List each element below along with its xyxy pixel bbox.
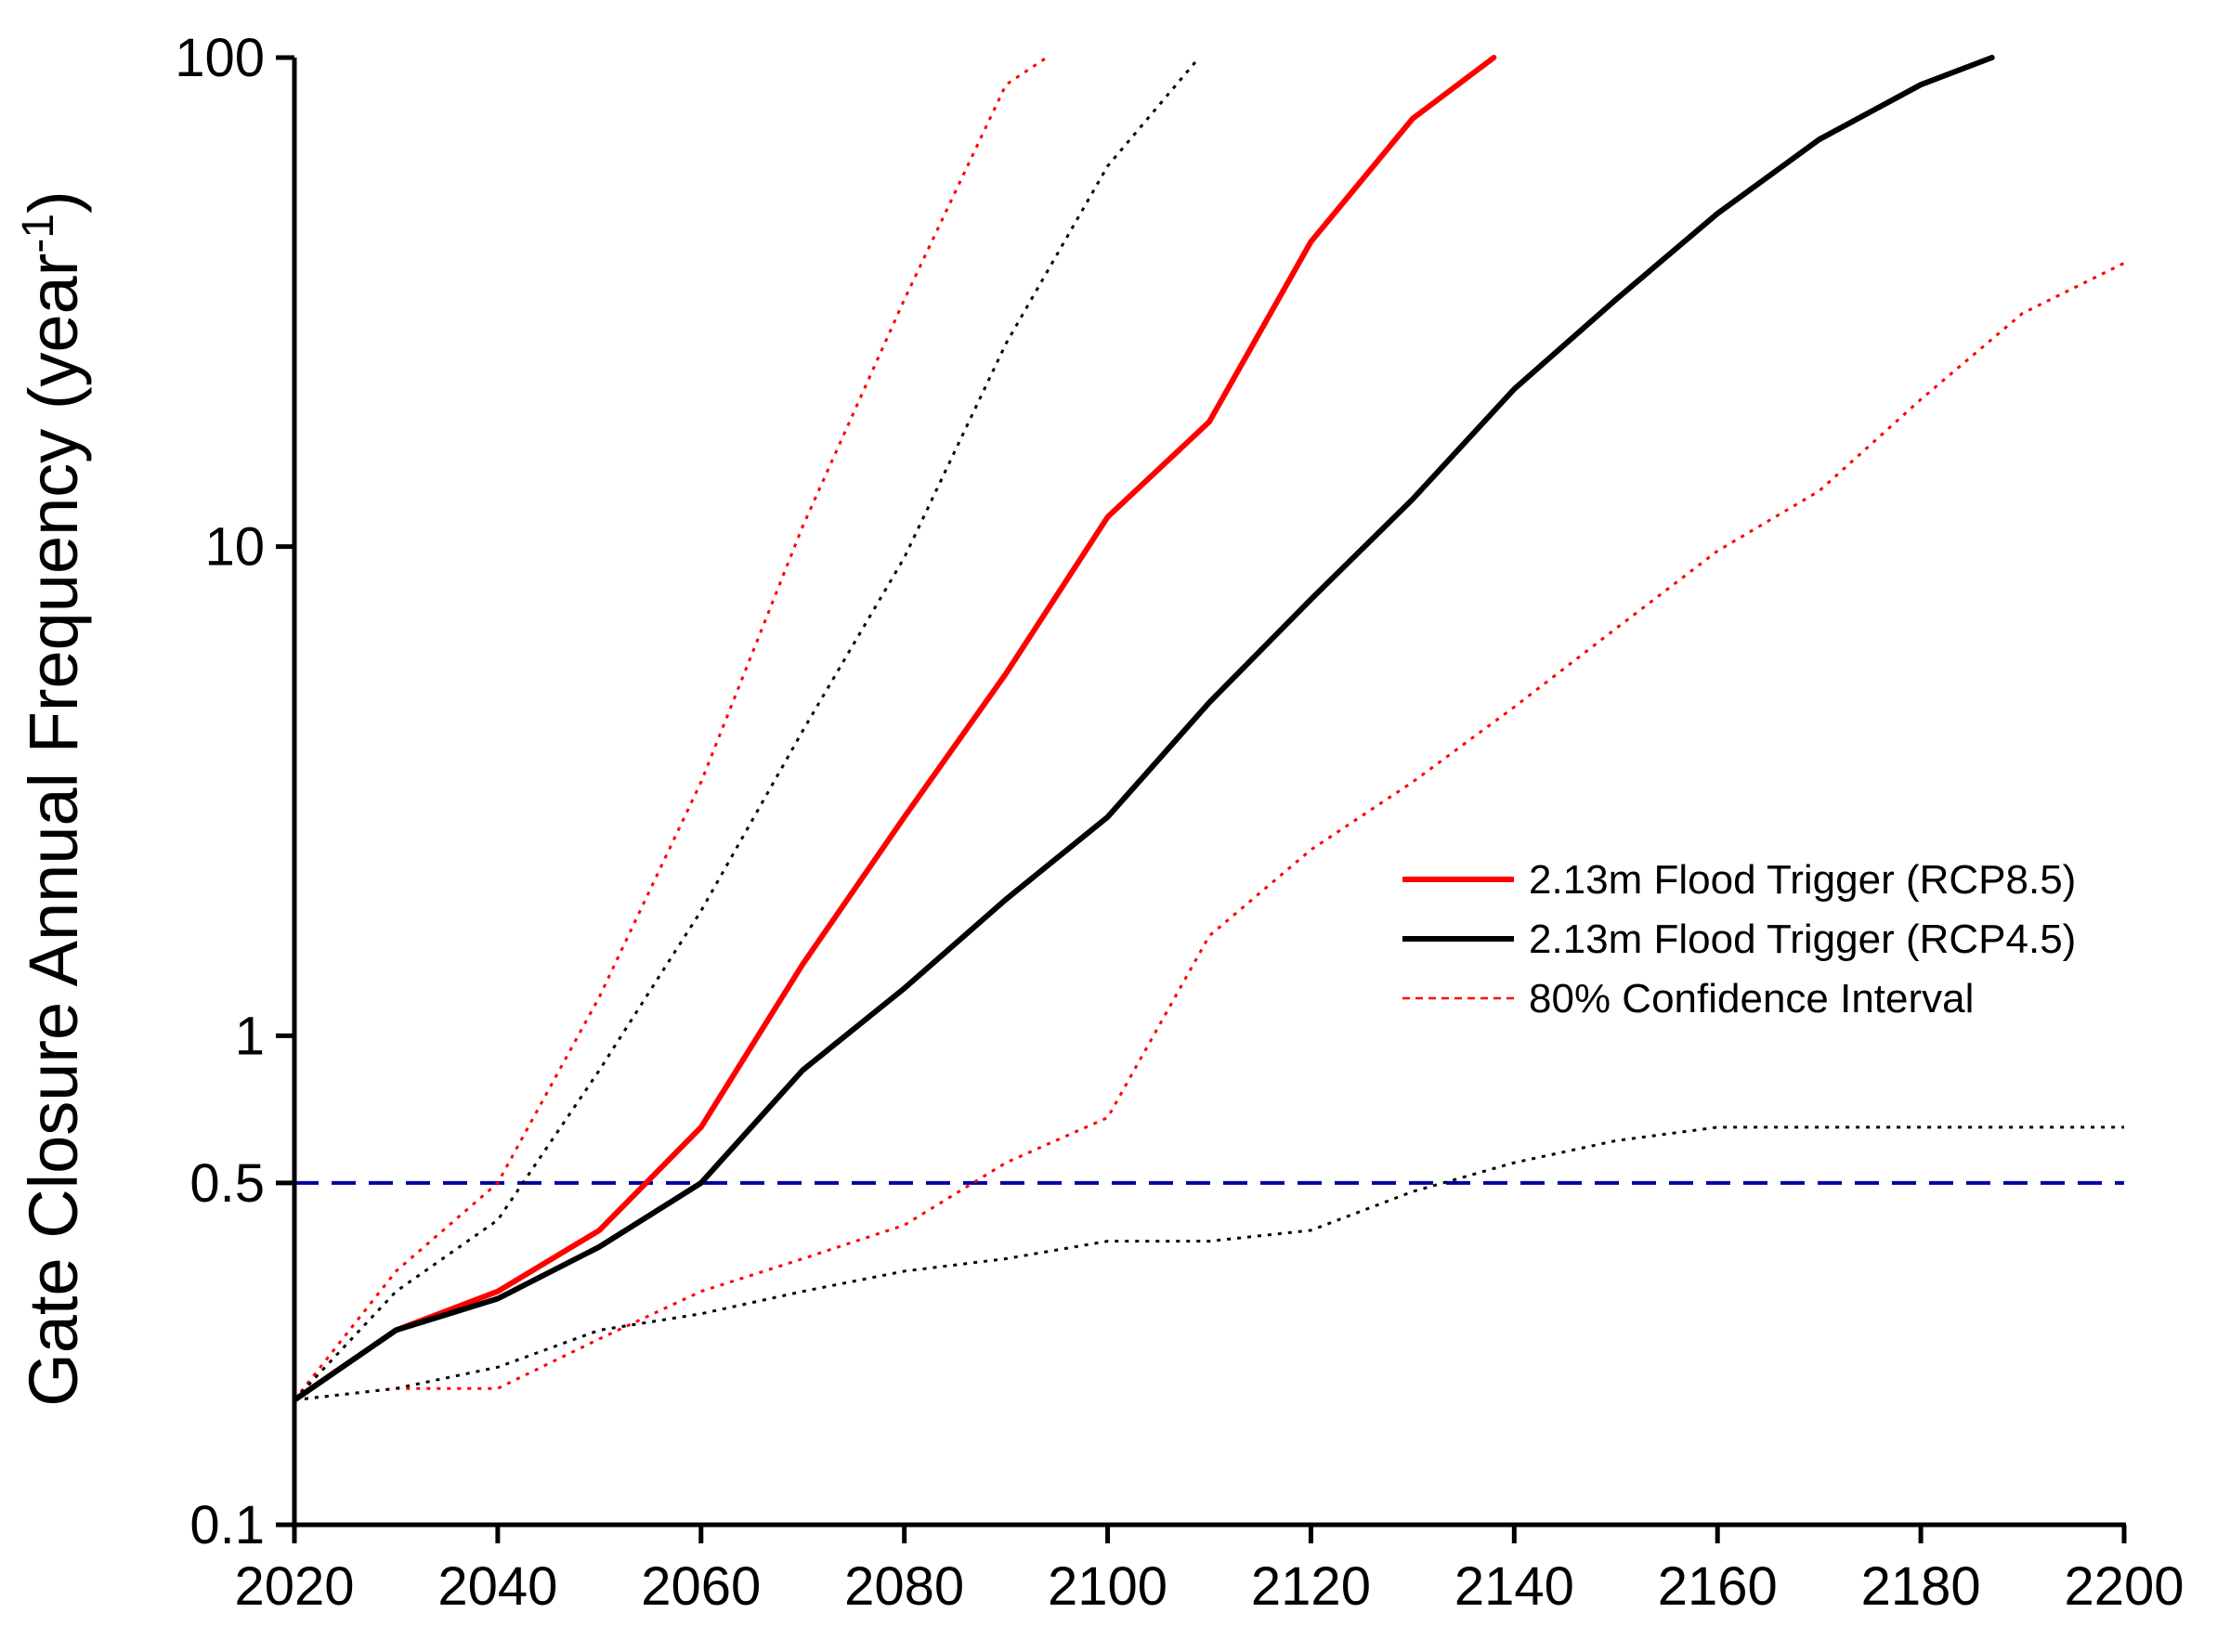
y-axis-title: Gate Closure Annual Frequency (year-1) (14, 190, 92, 1407)
x-tick-label-7: 2160 (1658, 1556, 1778, 1617)
x-tick-label-0: 2020 (234, 1556, 354, 1617)
x-tick-label-2: 2060 (641, 1556, 761, 1617)
series-line-1 (294, 55, 1995, 1403)
y-tick-label-1: 0.5 (189, 1153, 265, 1214)
x-tick-label-1: 2040 (437, 1556, 557, 1617)
legend-label-2: 80% Confidence Interval (1529, 976, 1974, 1021)
x-tick-label-3: 2080 (844, 1556, 964, 1617)
x-tick-label-5: 2120 (1251, 1556, 1371, 1617)
series-layer (294, 55, 2125, 1403)
series-line-5 (294, 1125, 2124, 1402)
series-line-4 (294, 57, 1201, 1401)
axes-layer: 2020 2040 2060 2080 2100 2120 2140 2160 2180 2200… (175, 28, 2184, 1617)
x-tick-label-9: 2200 (2064, 1556, 2184, 1617)
series-line-0 (294, 55, 1497, 1403)
x-tick-label-4: 2100 (1048, 1556, 1167, 1617)
x-tick-label-8: 2180 (1861, 1556, 1981, 1617)
series-line-3 (294, 261, 2125, 1402)
x-tick-label-6: 2140 (1454, 1556, 1574, 1617)
y-tick-label-2: 1 (235, 1006, 265, 1066)
legend-label-0: 2.13m Flood Trigger (RCP8.5) (1529, 857, 2076, 903)
y-tick-label-3: 10 (204, 517, 265, 578)
y-tick-label-4: 100 (175, 28, 265, 88)
legend-label-1: 2.13m Flood Trigger (RCP4.5) (1529, 917, 2076, 962)
y-tick-label-0: 0.1 (189, 1495, 265, 1555)
legend: 2.13m Flood Trigger (RCP8.5) 2.13m Flood … (1402, 857, 2076, 1021)
series-line-2 (294, 56, 1048, 1401)
